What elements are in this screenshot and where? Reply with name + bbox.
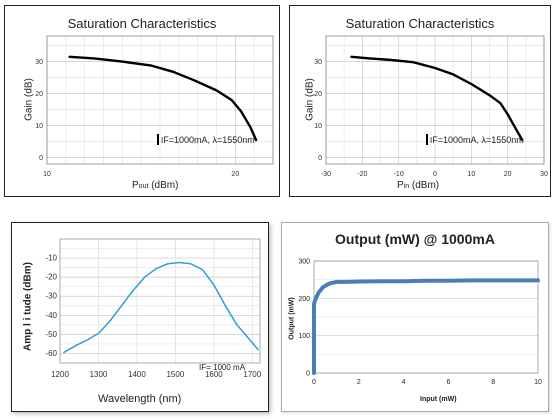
series-line (350, 55, 524, 142)
series-line (312, 278, 540, 375)
chart-plot-gain-vs-pout: 0 10 20 30 10 20 (35, 35, 274, 178)
y-tick-label: -50 (45, 330, 57, 339)
annotation-if: IF= 1000 mA (199, 363, 246, 372)
x-tick-label: 1600 (205, 370, 223, 379)
chart-title: Output (mW) @ 1000mA (335, 231, 495, 247)
x-tick-label: -30 (321, 171, 331, 178)
chart-panel-amplitude-vs-wavelength: -60 -50 -40 -30 -20 -10 1200 1300 1400 1500 1600 17… (11, 222, 269, 412)
x-tick-label: 2 (357, 379, 361, 386)
x-tick-label: 0 (312, 379, 316, 386)
y-tick-label: 20 (35, 91, 43, 98)
y-axis-label: Output (mW) (288, 297, 296, 340)
x-tick-label: 20 (504, 171, 512, 178)
chart-panel-gain-vs-pin: 0 10 20 30 -30 -20 -10 0 10 20 30 Saturation Chara… (289, 5, 551, 197)
x-tick-label: 10 (467, 171, 475, 178)
series-line (63, 261, 259, 354)
chart-plot-output-vs-input: 0 100 200 300 0 2 4 6 8 10 (298, 259, 542, 387)
y-tick-label: 300 (298, 259, 310, 266)
x-axis-label: Input (mW) (420, 396, 457, 403)
y-axis-label: Amp l i tude (dBm) (22, 262, 34, 351)
plot-frame (59, 238, 261, 364)
annotation-if-lambda: IF=1000mA, λ=1550nm (426, 134, 524, 145)
y-axis-label: Gain (dB) (304, 78, 316, 121)
y-tick-label: -40 (45, 311, 57, 320)
x-tick-label: 10 (43, 171, 51, 178)
x-tick-label: -10 (394, 171, 404, 178)
x-tick-label: -20 (357, 171, 367, 178)
chart-plot-amplitude-vs-wavelength: -60 -50 -40 -30 -20 -10 1200 1300 1400 1500 1600 17… (45, 238, 262, 379)
x-tick-label: 1400 (128, 370, 146, 379)
x-tick-label: 20 (231, 171, 239, 178)
x-axis-label: Pout (dBm) (132, 180, 179, 191)
y-tick-label: 0 (306, 371, 310, 378)
x-tick-label: 1500 (166, 370, 184, 379)
x-axis-label: Wavelength (nm) (98, 393, 182, 405)
chart-title: Saturation Characteristics (67, 16, 217, 31)
plot-frame (325, 35, 545, 165)
y-tick-label: 0 (39, 155, 43, 162)
y-tick-label: 200 (298, 296, 310, 303)
x-tick-label: 10 (534, 379, 542, 386)
y-tick-label: 30 (314, 59, 322, 66)
y-tick-label: 20 (314, 91, 322, 98)
chart-panel-output-vs-input: 0 100 200 300 0 2 4 6 8 10 Output (mW) @ 1000mA O… (281, 222, 549, 412)
y-tick-label: 10 (35, 123, 43, 130)
y-tick-label: 30 (35, 59, 43, 66)
x-tick-label: 1300 (90, 370, 108, 379)
y-tick-label: -60 (45, 349, 57, 358)
x-tick-label: 1200 (51, 370, 69, 379)
y-tick-label: -20 (45, 273, 57, 282)
x-tick-label: 4 (402, 379, 406, 386)
chart-panel-gain-vs-pout: 0 10 20 30 10 20 Saturation Characteristics G… (4, 5, 280, 197)
x-tick-label: 1700 (243, 370, 261, 379)
y-tick-label: 100 (298, 333, 310, 340)
x-tick-label: 30 (540, 171, 548, 178)
series-line (68, 55, 258, 142)
x-tick-label: 0 (433, 171, 437, 178)
annotation-if-lambda: IF=1000mA, λ=1550nm (157, 134, 255, 145)
chart-plot-gain-vs-pin: 0 10 20 30 -30 -20 -10 0 10 20 30 (314, 35, 548, 178)
y-tick-label: -10 (45, 254, 57, 263)
y-tick-label: 10 (314, 123, 322, 130)
y-tick-label: 0 (318, 155, 322, 162)
plot-frame (46, 35, 274, 165)
x-axis-label: Pin (dBm) (397, 180, 440, 191)
y-axis-label: Gain (dB) (23, 78, 35, 121)
x-tick-label: 8 (491, 379, 495, 386)
x-tick-label: 6 (446, 379, 450, 386)
y-tick-label: -30 (45, 292, 57, 301)
chart-title: Saturation Characteristics (345, 16, 495, 31)
